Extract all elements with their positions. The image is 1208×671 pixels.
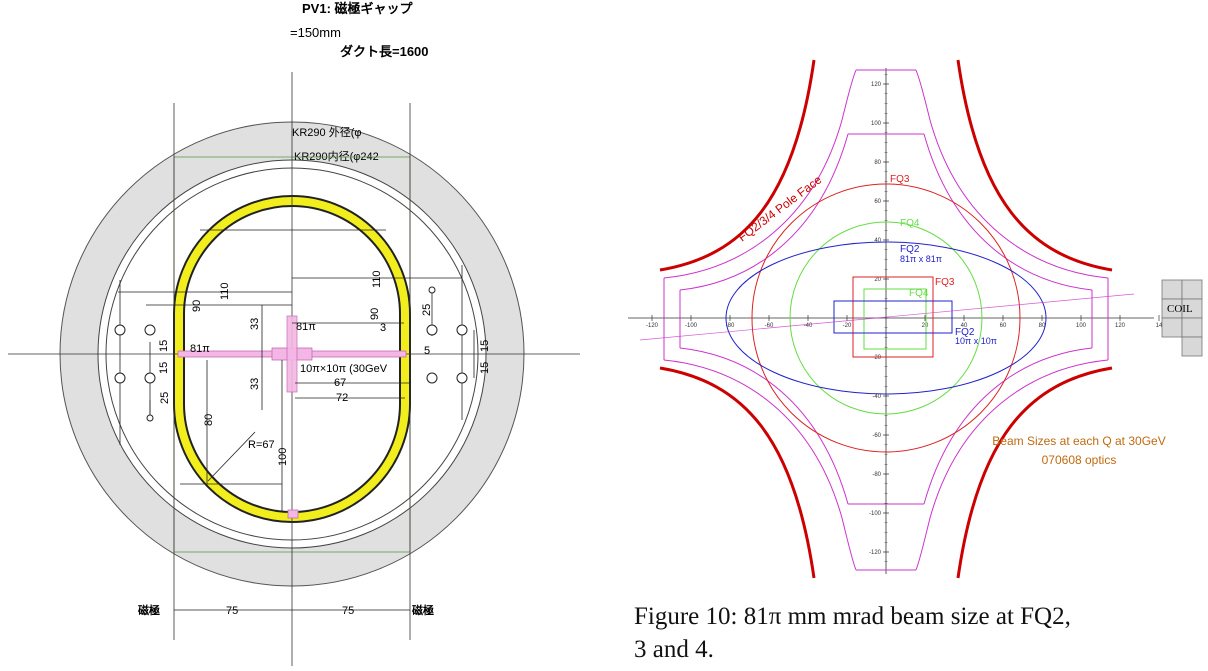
pole-right-label: 磁極 <box>412 603 434 617</box>
fq2-label: FQ2 <box>900 244 920 255</box>
dim-25b: 25 <box>159 392 171 404</box>
y-tick-label: 40 <box>874 238 881 244</box>
dim-5: 5 <box>424 345 430 357</box>
x-tick-label: -80 <box>726 323 735 329</box>
diagonal-line <box>639 293 1135 341</box>
dim-100: 100 <box>277 448 289 466</box>
y-tick-label: 80 <box>874 160 881 166</box>
y-tick-label: -40 <box>872 394 881 400</box>
bottom-pink-tab <box>287 509 299 519</box>
beam-81pi-vertical <box>286 315 298 393</box>
x-tick-label: 40 <box>961 323 968 329</box>
dim-80: 80 <box>203 414 215 426</box>
dim-110b: 110 <box>371 270 383 288</box>
pole-left-label: 磁極 <box>138 603 160 617</box>
fq3-box <box>852 276 934 358</box>
y-tick-label: -100 <box>869 511 882 517</box>
fq3-label: FQ3 <box>890 174 910 185</box>
y-tick-label: -20 <box>872 355 881 361</box>
dim-81pi-h: 81π <box>190 343 210 355</box>
x-tick-label: 80 <box>1039 323 1046 329</box>
dim-15a: 15 <box>158 340 170 352</box>
dim-75-right: 75 <box>342 605 354 617</box>
dim-90b: 90 <box>369 308 381 320</box>
dim-r67: R=67 <box>248 439 275 451</box>
dim-33a: 33 <box>249 318 261 330</box>
fq2-sub-label: 81π x 81π <box>900 254 942 264</box>
x-tick-label: 20 <box>922 323 929 329</box>
inner-diameter-label: KR290内径(φ242 <box>294 149 379 163</box>
y-tick-label: 60 <box>874 199 881 205</box>
x-tick-label: -100 <box>685 323 698 329</box>
header-text: PV1: 磁極ギャップ =150mm ダクト長=1600 <box>290 1 429 59</box>
fq2-box <box>833 300 953 334</box>
dim-15d: 15 <box>479 362 491 374</box>
duct-cross-section-diagram: PV1: 磁極ギャップ =150mm ダクト長=1600 KR290 外径(φ … <box>8 1 580 666</box>
dim-15c: 15 <box>479 340 491 352</box>
header-line2: =150mm <box>290 25 341 40</box>
caption-line2: 3 and 4. <box>634 636 714 663</box>
fq4-ellipse <box>789 221 983 415</box>
fq2-ellipse <box>725 241 1047 395</box>
fq3-small-label: FQ3 <box>935 277 955 288</box>
x-tick-label: 60 <box>1000 323 1007 329</box>
x-tick-label: 120 <box>1115 323 1126 329</box>
figure-caption: Figure 10: 81π mm mrad beam size at FQ2,… <box>634 600 1204 666</box>
coil-label: COIL <box>1167 303 1193 315</box>
pole-face-outlines <box>663 69 1109 571</box>
beam-sizes-subtitle: 070608 optics <box>1042 453 1117 467</box>
y-tick-label: 100 <box>871 121 882 127</box>
dim-90a: 90 <box>191 300 203 312</box>
beam-sizes-title: Beam Sizes at each Q at 30GeV <box>992 434 1165 448</box>
dim-25a: 25 <box>421 304 433 316</box>
pole-face-curves <box>659 59 1113 579</box>
dim-33b: 33 <box>249 378 261 390</box>
header-line1: PV1: 磁極ギャップ <box>302 1 414 16</box>
dimension-lines <box>118 229 475 611</box>
x-tick-label: 14 <box>1156 323 1163 329</box>
fq-beam-size-diagram: -120 -100 -80 -60 -40 -20 20 40 60 80 100 120 14 120 1… <box>628 59 1203 579</box>
x-tick-label: -40 <box>804 323 813 329</box>
x-tick-label: -120 <box>646 323 659 329</box>
x-tick-label: 100 <box>1076 323 1087 329</box>
fq2-small-label: FQ2 <box>955 327 975 338</box>
x-tick-label: -20 <box>843 323 852 329</box>
fq4-small-label: FQ4 <box>909 288 929 299</box>
fq2-small-sub-label: 10π x 10π <box>955 336 997 346</box>
y-tick-label: 20 <box>874 277 881 283</box>
x-tick-label: -60 <box>765 323 774 329</box>
dim-10pi: 10π×10π (30GeV <box>300 363 388 375</box>
y-tick-label: 120 <box>871 82 882 88</box>
fq4-label: FQ4 <box>900 218 920 229</box>
dim-75-left: 75 <box>226 605 238 617</box>
dim-110a: 110 <box>219 282 231 300</box>
dim-3: 3 <box>380 322 386 334</box>
dim-67: 67 <box>334 377 346 389</box>
coil-blocks <box>1161 279 1203 357</box>
y-tick-label: -80 <box>872 472 881 478</box>
fq3-ellipse <box>751 183 1021 453</box>
header-line3: ダクト長=1600 <box>340 44 429 59</box>
dim-15b: 15 <box>158 362 170 374</box>
y-tick-label: -60 <box>872 433 881 439</box>
bolt-holes <box>114 286 468 422</box>
caption-line1: Figure 10: 81π mm mrad beam size at FQ2, <box>634 603 1071 630</box>
outer-diameter-label: KR290 外径(φ <box>292 126 362 139</box>
dim-81pi-v: 81π <box>296 321 316 333</box>
y-tick-label: -120 <box>869 550 882 556</box>
dim-72: 72 <box>336 392 348 404</box>
